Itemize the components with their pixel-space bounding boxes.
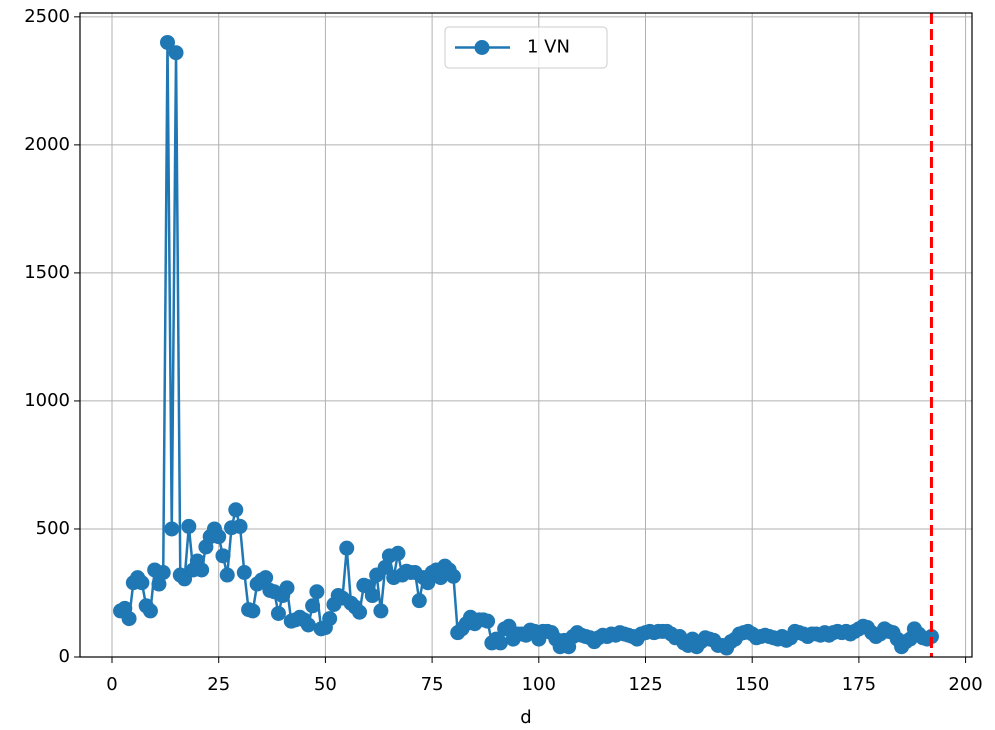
- data-point: [159, 34, 175, 50]
- data-point: [142, 603, 158, 619]
- data-point: [245, 603, 261, 619]
- data-point: [300, 617, 316, 633]
- x-tick-label: 75: [421, 674, 444, 695]
- data-point: [339, 540, 355, 556]
- x-tick-label: 150: [735, 674, 769, 695]
- data-point: [155, 564, 171, 580]
- data-point: [322, 611, 338, 627]
- data-point: [215, 548, 231, 564]
- data-point: [270, 605, 286, 621]
- x-tick-label: 175: [842, 674, 876, 695]
- data-point: [219, 567, 235, 583]
- data-point: [211, 529, 227, 545]
- data-point: [258, 570, 274, 586]
- x-axis-label: d: [520, 707, 531, 728]
- data-point: [445, 568, 461, 584]
- data-point: [279, 580, 295, 596]
- x-tick-label: 125: [628, 674, 662, 695]
- data-point: [305, 598, 321, 614]
- plot-frame: [79, 12, 973, 658]
- data-point: [390, 545, 406, 561]
- legend-box: [444, 26, 608, 69]
- data-point: [236, 564, 252, 580]
- x-tick-label: 100: [522, 674, 556, 695]
- data-point: [121, 611, 137, 627]
- data-point: [309, 584, 325, 600]
- data-point: [194, 562, 210, 578]
- series-line: [119, 42, 933, 650]
- data-point: [151, 576, 167, 592]
- data-point: [480, 613, 496, 629]
- y-tick-label: 1000: [24, 390, 70, 411]
- data-point: [181, 518, 197, 534]
- data-point: [352, 604, 368, 620]
- legend-label: 1 VN: [527, 37, 570, 58]
- data-point: [228, 502, 244, 518]
- data-point: [492, 635, 508, 651]
- x-tick-label: 50: [314, 674, 337, 695]
- y-tick-label: 2000: [24, 134, 70, 155]
- y-tick-label: 0: [59, 646, 70, 667]
- data-point: [168, 45, 184, 61]
- data-point: [232, 518, 248, 534]
- x-tick-label: 200: [948, 674, 982, 695]
- data-point: [411, 593, 427, 609]
- x-tick-label: 0: [106, 674, 117, 695]
- data-point: [364, 588, 380, 604]
- data-point: [923, 629, 939, 645]
- y-tick-label: 500: [36, 518, 70, 539]
- data-point: [373, 603, 389, 619]
- x-tick-label: 25: [207, 674, 230, 695]
- y-tick-label: 1500: [24, 262, 70, 283]
- legend-marker: [474, 40, 490, 55]
- data-point: [164, 521, 180, 537]
- data-point: [377, 559, 393, 575]
- y-tick-label: 2500: [24, 6, 70, 27]
- data-point: [134, 575, 150, 591]
